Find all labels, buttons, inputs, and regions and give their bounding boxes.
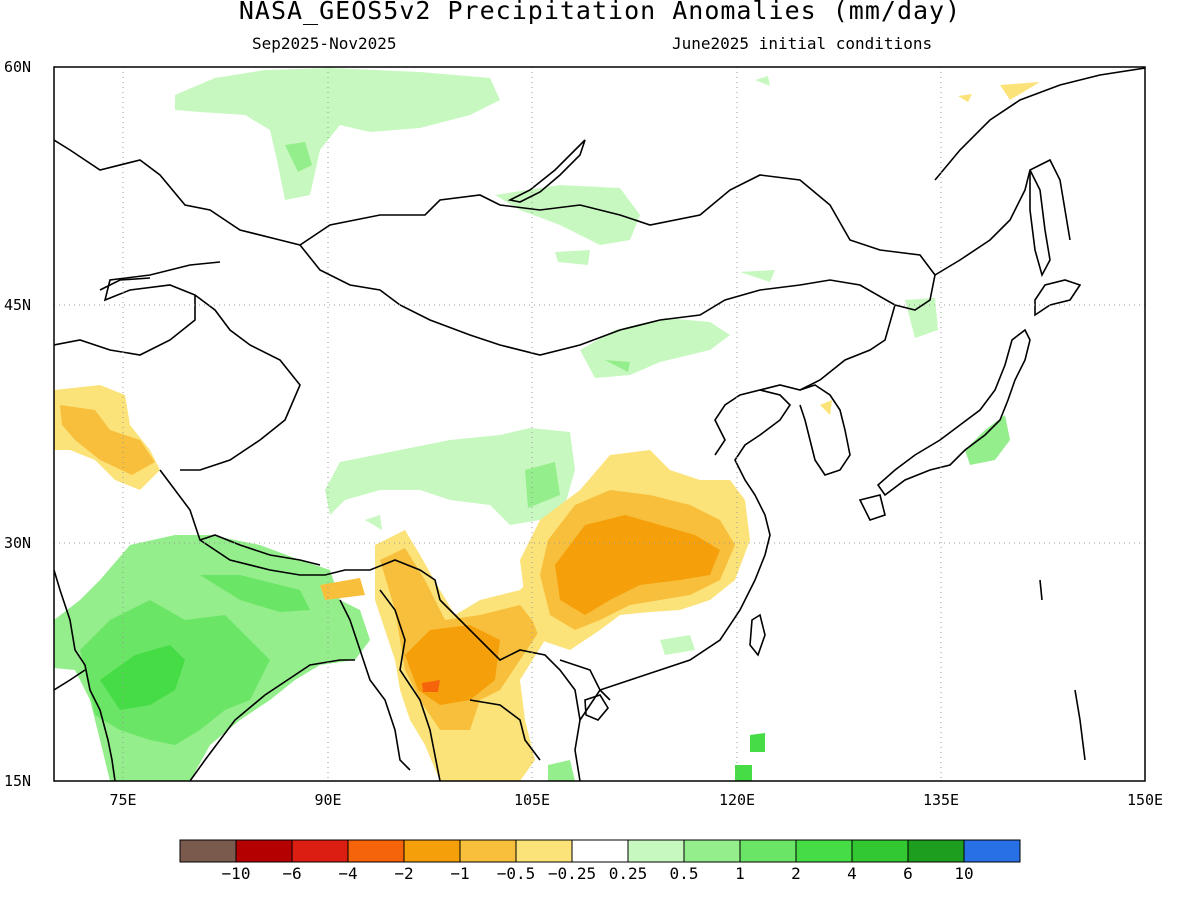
colorbar-swatch <box>851 839 909 863</box>
anomaly-inner-mongolia <box>580 318 730 378</box>
colorbar-tick-label: 0.25 <box>608 864 648 883</box>
colorbar-swatch <box>683 839 741 863</box>
lon-label-105e: 105E <box>513 791 551 809</box>
colorbar-tick-label: −2 <box>394 864 414 883</box>
lon-label-150e: 150E <box>1126 791 1164 809</box>
colorbar-swatch <box>347 839 405 863</box>
colorbar-tick-label: 4 <box>847 864 857 883</box>
lat-label-15n: 15N <box>4 772 32 790</box>
colorbar-swatch <box>739 839 797 863</box>
colorbar-tick-label: 6 <box>903 864 913 883</box>
colorbar-swatch <box>963 839 1021 863</box>
anomaly-siberia-core <box>285 142 312 172</box>
anomaly-layer <box>54 68 1040 781</box>
colorbar-swatch <box>291 839 349 863</box>
colorbar-swatch <box>459 839 517 863</box>
colorbar-swatch <box>235 839 293 863</box>
anomaly-japan <box>965 415 1010 465</box>
lon-label-75e: 75E <box>109 791 137 809</box>
colorbar-swatch <box>795 839 853 863</box>
grid-lines <box>54 67 1145 781</box>
lat-label-45n: 45N <box>4 296 32 314</box>
colorbar-tick-label: 1 <box>735 864 745 883</box>
map-title: NASA_GEOS5v2 Precipitation Anomalies (mm… <box>238 0 962 25</box>
colorbar-tick-label: −0.25 <box>547 864 597 883</box>
lon-label-90e: 90E <box>314 791 342 809</box>
anomaly-siberia-west <box>175 68 500 200</box>
colorbar-swatch <box>627 839 685 863</box>
anomaly-mongolia-north <box>495 185 640 245</box>
colorbar-tick-label: 2 <box>791 864 801 883</box>
colorbar-swatch <box>571 839 629 863</box>
colorbar-tick-label: −6 <box>282 864 302 883</box>
colorbar-tick-label: −10 <box>221 864 251 883</box>
colorbar-tick-label: 0.5 <box>669 864 699 883</box>
lat-label-60n: 60N <box>4 58 32 76</box>
colorbar-tick-label: −0.5 <box>496 864 536 883</box>
colorbar-swatch <box>907 839 965 863</box>
lon-label-135e: 135E <box>922 791 960 809</box>
colorbar-swatch <box>403 839 461 863</box>
colorbar-swatch <box>179 839 237 863</box>
plot-frame <box>53 66 1146 782</box>
init-label: June2025 initial conditions <box>672 34 933 53</box>
lat-label-30n: 30N <box>4 534 32 552</box>
coastlines <box>54 67 1145 781</box>
colorbar-tick-label: 10 <box>954 864 974 883</box>
colorbar <box>179 839 1021 863</box>
period-label: Sep2025-Nov2025 <box>252 34 397 53</box>
lon-label-120e: 120E <box>718 791 756 809</box>
colorbar-swatch <box>515 839 573 863</box>
colorbar-tick-label: −4 <box>338 864 358 883</box>
anomaly-tibet-north <box>325 428 575 525</box>
colorbar-tick-label: −1 <box>450 864 470 883</box>
